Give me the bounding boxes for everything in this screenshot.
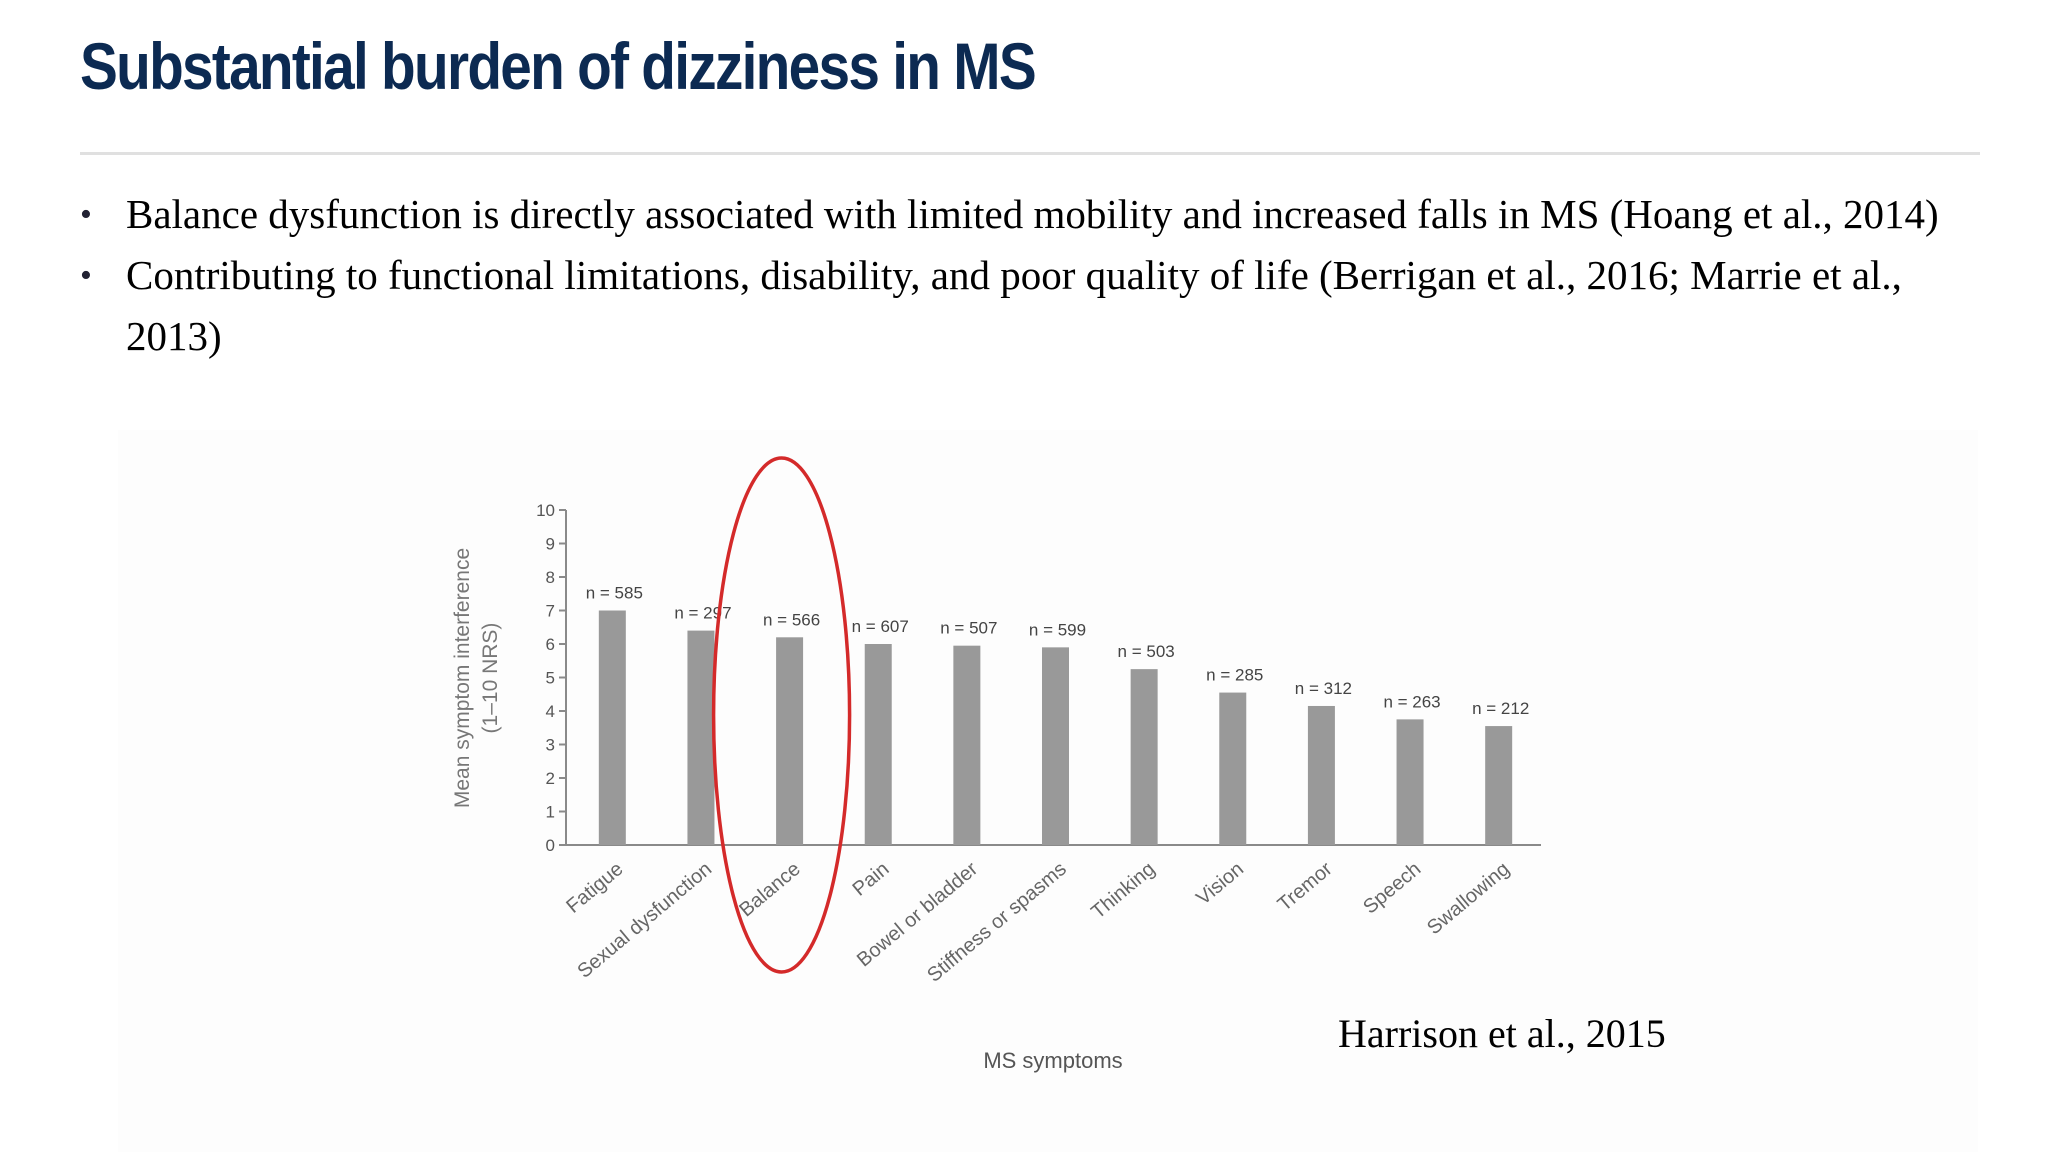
- category-label: Thinking: [1087, 858, 1159, 923]
- data-label: n = 599: [1029, 620, 1086, 639]
- y-tick-label: 2: [546, 769, 555, 788]
- data-label: n = 212: [1472, 699, 1529, 718]
- y-tick-label: 6: [546, 635, 555, 654]
- bar-fatigue: [598, 610, 626, 845]
- data-label: n = 285: [1206, 666, 1263, 685]
- y-tick-label: 5: [546, 669, 555, 688]
- bar-stiffness-or-spasms: [1042, 647, 1069, 845]
- y-tick-label: 10: [536, 501, 555, 520]
- figure-area: 0 1 2 3 4 5 6 7 8 9 10 Mean symptom interference (1–…: [118, 430, 1978, 1152]
- category-label: Speech: [1359, 858, 1425, 918]
- y-axis-title-line: (1–10 NRS): [479, 623, 502, 734]
- y-tick-label: 1: [546, 803, 555, 822]
- bullet-item: • Contributing to functional limitations…: [80, 245, 1980, 367]
- bar-swallowing: [1485, 726, 1513, 845]
- category-label: Vision: [1192, 858, 1248, 910]
- data-label: n = 297: [674, 604, 731, 623]
- citation: Harrison et al., 2015: [1338, 1011, 1666, 1056]
- y-tick-label: 3: [546, 736, 555, 755]
- symptom-interference-chart: 0 1 2 3 4 5 6 7 8 9 10 Mean symptom interference (1–…: [451, 456, 1541, 1073]
- bullet-text: Balance dysfunction is directly associat…: [126, 191, 1939, 237]
- bar-vision: [1219, 692, 1247, 845]
- y-axis-title-line: Mean symptom interference: [451, 548, 474, 808]
- data-label: n = 263: [1383, 692, 1440, 711]
- slide-title: Substantial burden of dizziness in MS: [80, 29, 1037, 103]
- bar-sexual-dysfunction: [687, 630, 715, 845]
- title-divider: [80, 152, 1980, 155]
- bullet-text: Contributing to functional limitations, …: [126, 252, 1902, 359]
- y-tick-label: 7: [546, 602, 555, 621]
- data-label: n = 585: [586, 584, 643, 603]
- bar-pain: [864, 644, 892, 845]
- bullet-list: • Balance dysfunction is directly associ…: [80, 184, 1980, 367]
- data-label: n = 507: [940, 619, 997, 638]
- bar-tremor: [1307, 705, 1335, 845]
- bullet-item: • Balance dysfunction is directly associ…: [80, 184, 1980, 245]
- bar-thinking: [1130, 669, 1158, 845]
- bullet-marker: •: [80, 196, 92, 233]
- category-label: Pain: [849, 858, 894, 901]
- data-label: n = 607: [852, 617, 909, 636]
- bullet-marker: •: [80, 257, 92, 294]
- y-tick-label: 4: [546, 702, 555, 721]
- category-label: Tremor: [1274, 858, 1337, 916]
- data-label: n = 312: [1295, 679, 1352, 698]
- y-tick-label: 8: [546, 568, 555, 587]
- y-tick-label: 9: [546, 535, 555, 554]
- category-label: Fatigue: [562, 858, 627, 918]
- category-label: Swallowing: [1423, 858, 1514, 939]
- category-label: Balance: [735, 858, 805, 921]
- highlight-ellipse: [711, 456, 852, 974]
- bar-balance: [776, 637, 804, 845]
- x-axis-title: MS symptoms: [983, 1048, 1122, 1073]
- data-label: n = 503: [1118, 642, 1175, 661]
- data-label: n = 566: [763, 610, 820, 629]
- bar-bowel-or-bladder: [953, 645, 981, 845]
- y-tick-label: 0: [546, 836, 555, 855]
- bar-speech: [1396, 719, 1424, 845]
